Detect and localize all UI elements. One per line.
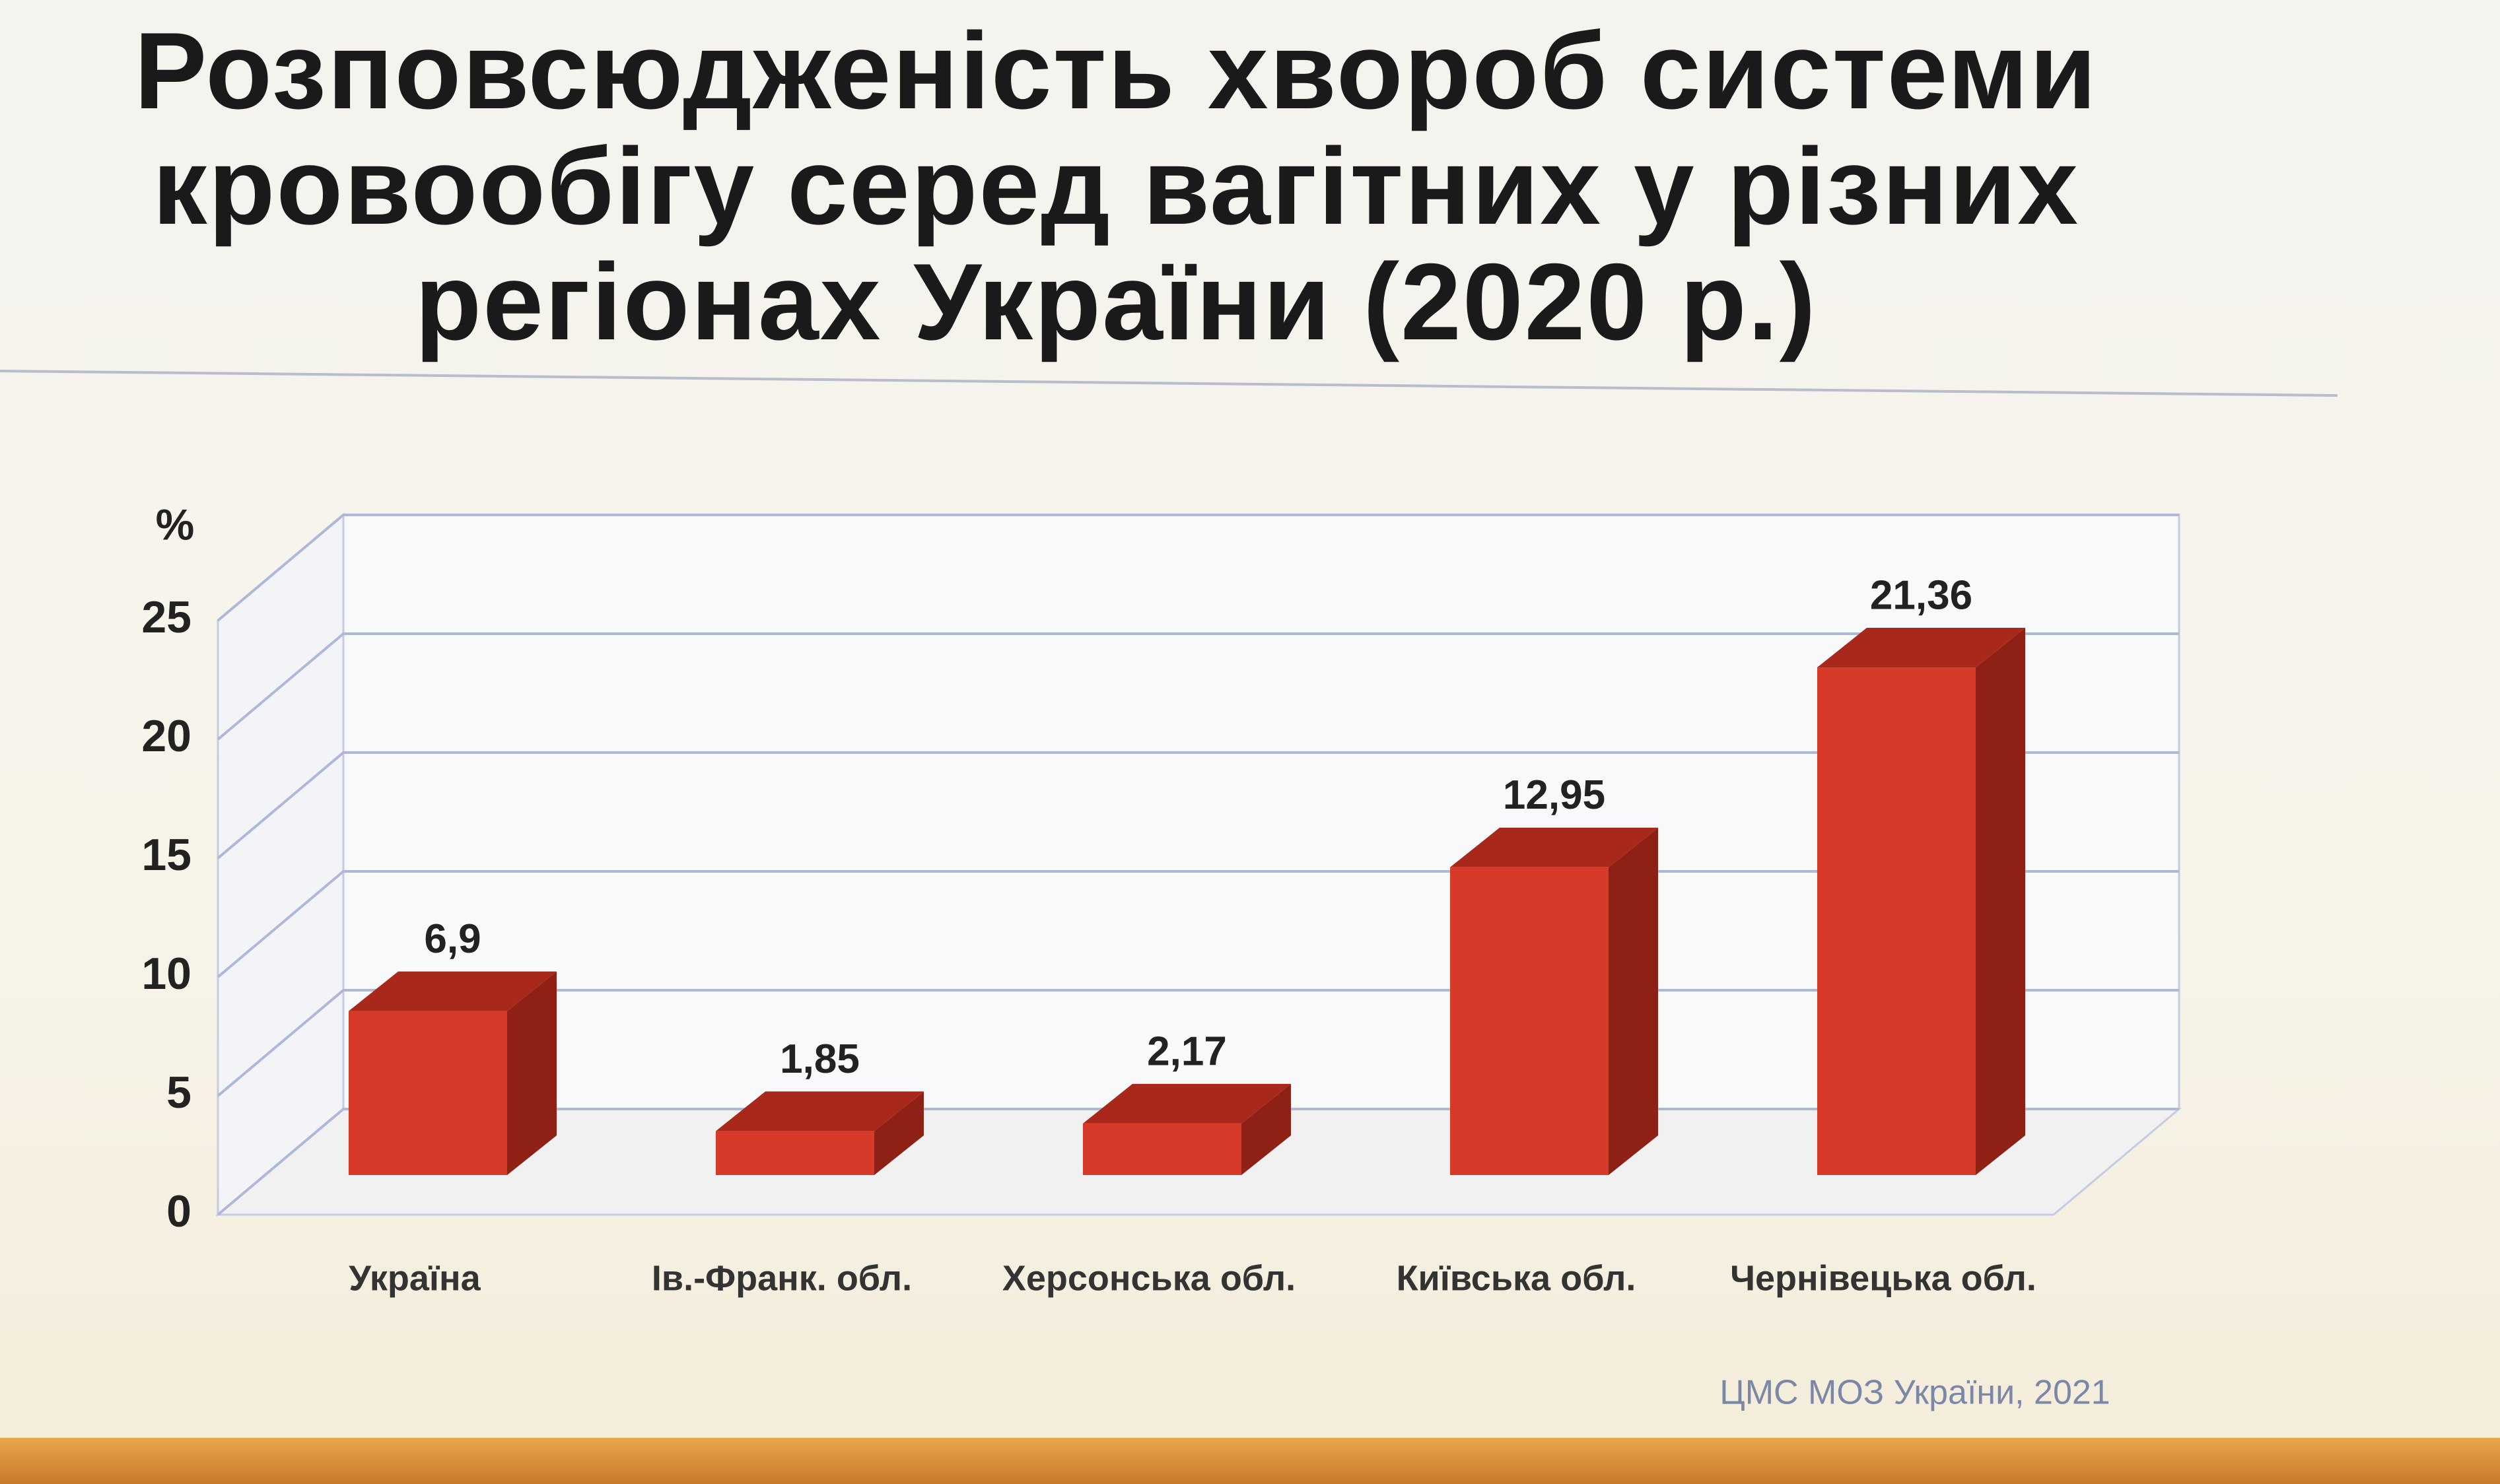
bar-side [507, 971, 557, 1175]
value-label: 2,17 [1147, 1029, 1227, 1074]
value-label: 21,36 [1870, 572, 1972, 618]
source-note: ЦМС МОЗ України, 2021 [1719, 1374, 2110, 1412]
bar-top [1817, 628, 2025, 668]
bar [349, 1011, 507, 1175]
bar-side [1609, 827, 1658, 1175]
bar [1450, 867, 1609, 1175]
x-tick-label: Київська обл. [1397, 1258, 1636, 1298]
y-tick-label: 25 [141, 592, 191, 642]
y-tick-label: 5 [166, 1067, 191, 1118]
bar-side [1241, 1083, 1291, 1175]
grid-line [217, 632, 2179, 741]
y-tick-label: 15 [141, 830, 191, 880]
x-tick-label: Херсонська обл. [1002, 1258, 1296, 1298]
value-label: 1,85 [780, 1036, 860, 1082]
grid-line [217, 751, 2179, 860]
bar-side [874, 1091, 924, 1175]
bar-side [1976, 628, 2025, 1175]
bar-top [1083, 1083, 1291, 1124]
bar [716, 1131, 874, 1175]
bar-top [349, 971, 557, 1011]
bar-top [1450, 827, 1658, 867]
bar-top [716, 1091, 924, 1131]
y-tick-label: 10 [141, 949, 191, 999]
x-tick-label: Ів.-Франк. обл. [652, 1258, 912, 1298]
footer-strip [0, 1438, 2500, 1484]
value-label: 6,9 [424, 916, 481, 962]
y-axis-label: % [156, 500, 195, 549]
y-tick-label: 20 [141, 711, 191, 761]
bar [1083, 1123, 1241, 1175]
side-wall [217, 512, 345, 1217]
y-tick-label: 0 [166, 1186, 191, 1236]
value-label: 12,95 [1503, 772, 1605, 818]
bar [1817, 667, 1976, 1175]
chart-title: Розповсюдженість хвороб системи кровообі… [134, 10, 2098, 362]
grid-line [217, 514, 2179, 622]
x-tick-label: Чернівецька обл. [1730, 1258, 2036, 1298]
x-tick-label: Україна [349, 1258, 481, 1298]
